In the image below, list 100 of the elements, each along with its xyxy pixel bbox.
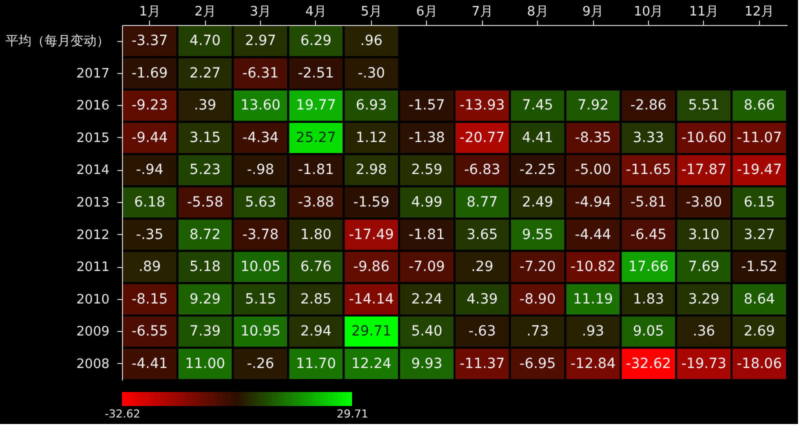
data-label: 5.40: [411, 324, 442, 340]
data-label: -1.57: [408, 98, 445, 114]
data-label: .29: [471, 259, 494, 276]
data-label: -19.47: [736, 162, 782, 178]
data-label: -9.86: [353, 259, 390, 276]
data-label: -12.84: [570, 356, 616, 372]
data-label: 2.69: [744, 324, 775, 340]
y-tick-label: 2014: [76, 163, 110, 178]
data-label: -3.88: [298, 194, 334, 210]
y-tick-label: 2015: [76, 130, 110, 146]
data-label: -11.65: [626, 162, 672, 178]
data-label: 2.98: [356, 162, 387, 178]
y-tick-label: 2012: [76, 228, 110, 243]
data-label: 29.71: [351, 324, 392, 340]
data-label: -2.86: [630, 98, 667, 114]
data-label: -1.38: [408, 130, 445, 146]
data-label: -.26: [246, 356, 274, 372]
x-tick-label: 9月: [582, 4, 604, 20]
data-label: 25.27: [296, 130, 336, 146]
data-label: -6.83: [464, 162, 500, 178]
data-label: 9.93: [411, 356, 442, 372]
x-tick-label: 2月: [194, 4, 216, 20]
x-tick-label: 12月: [744, 4, 774, 20]
data-label: 12.24: [351, 356, 392, 372]
data-label: 4.39: [466, 291, 498, 308]
data-label: 9.05: [632, 324, 664, 340]
data-label: 1.80: [300, 226, 332, 243]
data-label: -1.52: [741, 259, 778, 276]
data-label: 6.18: [134, 194, 166, 210]
data-label: 2.94: [300, 324, 332, 340]
data-label: -.30: [358, 65, 386, 82]
color-bar-label: 29.71: [336, 408, 368, 420]
data-label: -17.87: [681, 162, 726, 178]
data-label: -.35: [136, 226, 164, 243]
x-tick-label: 7月: [472, 4, 493, 20]
data-label: -5.00: [574, 162, 612, 178]
data-label: -6.45: [630, 226, 667, 243]
y-tick-label: 2008: [76, 356, 110, 372]
data-label: 1.83: [632, 291, 664, 308]
data-label: 2.59: [411, 162, 442, 178]
data-label: 7.39: [190, 324, 221, 340]
data-label: 8.64: [744, 291, 775, 308]
data-label: 1.12: [356, 130, 387, 146]
data-label: 8.66: [744, 98, 775, 114]
data-label: -4.41: [132, 356, 168, 372]
data-label: -8.15: [132, 291, 168, 308]
data-label: -4.44: [574, 226, 612, 243]
data-label: -1.81: [408, 226, 445, 243]
data-label: -.63: [468, 324, 496, 340]
data-label: 11.70: [296, 356, 336, 372]
data-label: -5.81: [630, 194, 667, 210]
data-label: -4.94: [574, 194, 612, 210]
data-label: 6.15: [744, 194, 775, 210]
color-bar-label: -32.62: [104, 408, 140, 420]
data-label: -3.80: [686, 194, 722, 210]
y-tick-label: 2011: [76, 260, 110, 276]
data-label: 9.29: [190, 291, 221, 308]
x-tick-label: 5月: [360, 4, 382, 20]
data-label: -4.34: [242, 130, 279, 146]
data-label: 19.77: [296, 98, 336, 114]
data-label: -2.25: [520, 162, 556, 178]
data-label: 6.29: [300, 33, 332, 50]
y-tick-label: 2016: [76, 98, 110, 114]
data-label: .36: [692, 324, 716, 340]
data-label: 5.18: [190, 259, 221, 276]
data-label: .96: [360, 33, 383, 50]
data-label: 7.45: [522, 98, 554, 114]
data-label: -10.82: [570, 259, 616, 276]
data-label: 8.77: [466, 194, 498, 210]
y-tick-label: 2017: [76, 66, 110, 82]
data-label: -1.59: [353, 194, 390, 210]
data-label: 3.29: [688, 291, 720, 308]
data-label: 6.76: [300, 259, 332, 276]
data-label: -17.49: [348, 226, 394, 243]
data-label: -.94: [136, 162, 164, 178]
data-label: 7.69: [688, 259, 720, 276]
data-label: -11.37: [460, 356, 505, 372]
x-tick-label: 10月: [634, 4, 664, 20]
data-label: -1.81: [298, 162, 334, 178]
data-label: 3.15: [190, 130, 221, 146]
data-label: -2.51: [298, 65, 334, 82]
data-label: -8.90: [520, 291, 556, 308]
data-label: 2.97: [244, 33, 276, 50]
data-label: 10.05: [240, 259, 281, 276]
data-label: 2.85: [300, 291, 332, 308]
data-label: 5.51: [688, 98, 720, 114]
data-label: 11.19: [572, 291, 614, 308]
data-label: -11.07: [736, 130, 782, 146]
data-label: -3.78: [242, 226, 279, 243]
data-label: -3.37: [132, 33, 168, 50]
data-label: -7.20: [520, 259, 556, 276]
data-label: 3.65: [466, 226, 498, 243]
data-label: 3.33: [632, 130, 664, 146]
y-tick-label: 2010: [76, 292, 110, 308]
data-label: -6.95: [520, 356, 556, 372]
x-tick-label: 4月: [305, 4, 327, 20]
data-label: -20.77: [460, 130, 505, 146]
data-label: 4.99: [411, 194, 442, 210]
y-tick-label: 平均（每月变动）: [6, 34, 110, 50]
data-label: .93: [582, 324, 604, 340]
